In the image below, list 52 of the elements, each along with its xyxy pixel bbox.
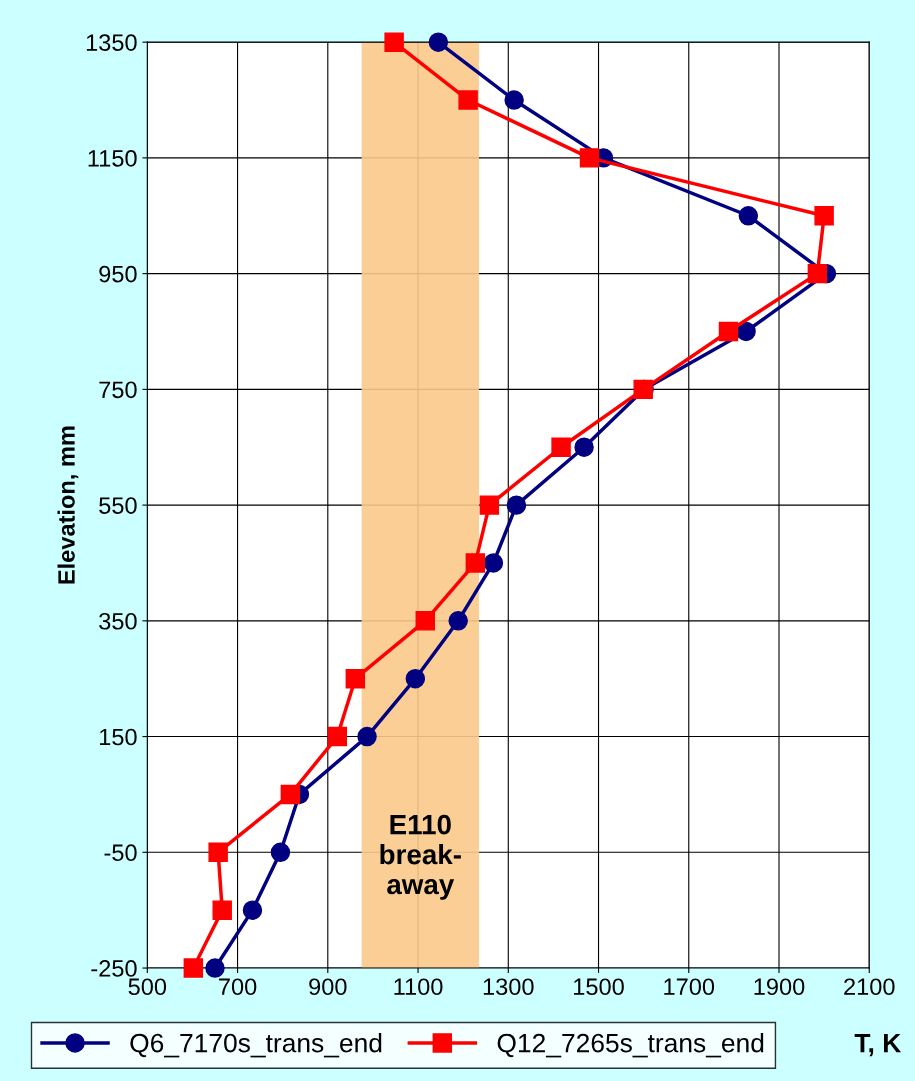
point [579,148,600,168]
point [718,321,739,342]
x-tick-label: 500 [128,978,167,996]
point [208,842,228,863]
y-tick-label: 950 [99,265,137,283]
legend-label: Q6_7170s_trans_end [130,1033,382,1058]
x-tick-label: 1500 [574,978,624,996]
x-tick-label: 1300 [483,978,534,996]
point [479,495,500,515]
point [506,495,527,515]
band-label: E110 break- away [380,814,461,900]
point [183,958,204,978]
x-tick-label: 900 [309,978,347,996]
point [574,437,594,457]
point [448,611,468,631]
y-tick-label: 350 [99,612,137,630]
point [814,206,834,226]
x-axis-title: T, K [854,1034,902,1057]
point [551,437,571,457]
point [807,263,828,284]
y-tick-label: 750 [99,381,137,399]
point [458,90,478,110]
point [405,668,426,689]
point [270,842,291,863]
point [465,553,486,573]
point [280,784,301,805]
point [357,726,377,747]
y-tick-label: 1150 [88,149,137,167]
x-tick-label: 1700 [664,978,715,996]
y-tick-label: 1350 [86,34,137,51]
point [345,668,366,689]
point [738,206,759,226]
point [327,726,347,747]
point [483,553,504,573]
y-tick-label: -250 [91,960,137,977]
legend-label: Q12_7265s_trans_end [497,1033,764,1058]
point [504,90,524,110]
point [384,32,404,52]
y-tick-label: -50 [104,844,137,862]
y-tick-label: 150 [100,728,137,746]
x-tick-label: 1100 [394,978,443,996]
x-tick-label: 700 [219,978,257,996]
y-axis-title: Elevation, mm [57,426,79,584]
point [428,32,449,52]
x-tick-label: 1900 [754,978,805,996]
point [415,611,435,631]
point [736,321,756,342]
point [242,900,263,920]
point [212,900,232,920]
y-tick-label: 550 [99,497,137,514]
x-tick-label: 2100 [844,978,895,996]
point [205,958,225,978]
